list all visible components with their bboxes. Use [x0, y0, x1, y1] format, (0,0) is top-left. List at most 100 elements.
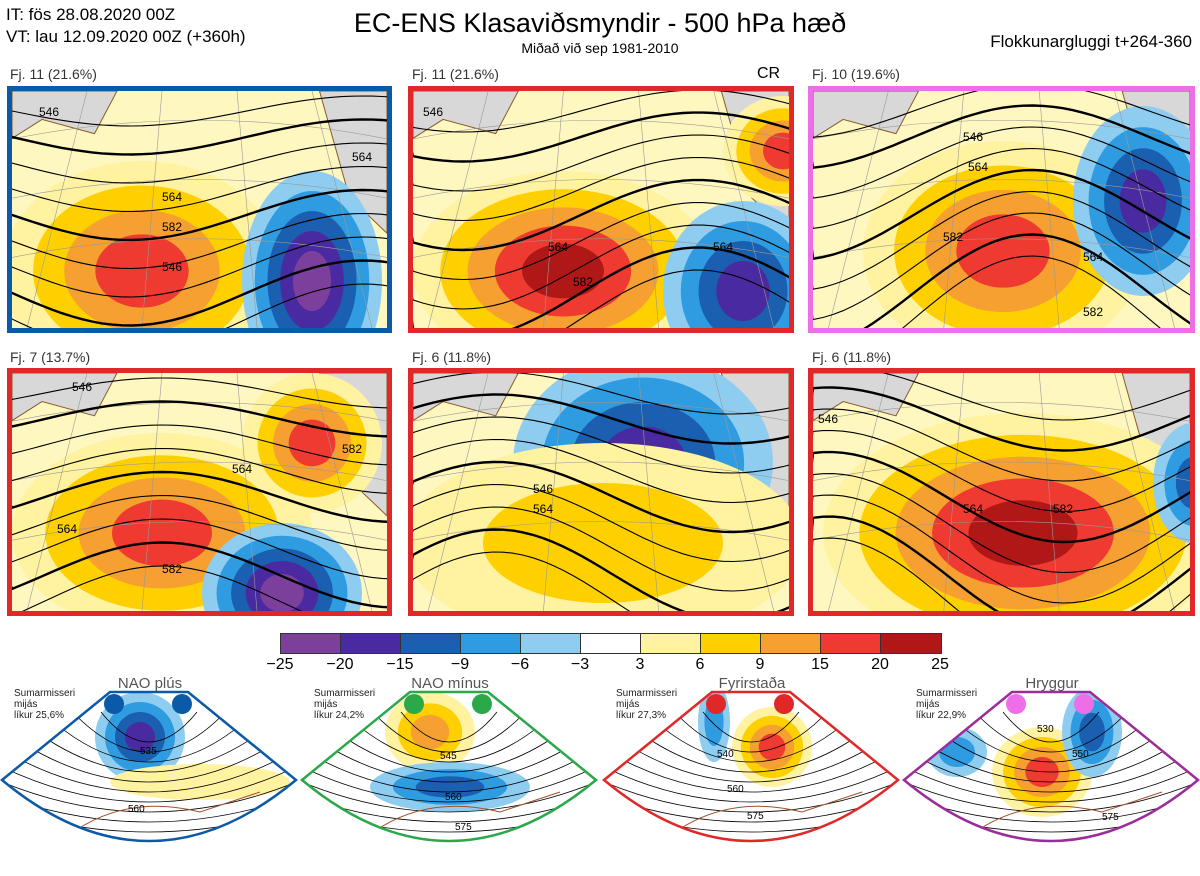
height-contour: [813, 515, 1190, 611]
cluster-map-3: 546 564 582 564 582: [808, 86, 1195, 333]
colorbar-swatch: [641, 634, 701, 653]
contour-label: 582: [342, 442, 362, 456]
height-contour: [604, 741, 898, 793]
height-contour: [12, 142, 387, 184]
contour-label: 575: [1102, 812, 1119, 823]
height-contour: [863, 233, 1190, 328]
height-contour: [413, 460, 789, 534]
contour-label: 540: [717, 749, 734, 760]
regime-map-3: 540 560 575 Fyrirstaða Sumarmisseri mijás líku…: [602, 672, 900, 871]
longitude-line: [236, 91, 258, 328]
regime-border: [300, 690, 598, 843]
height-contour: [2, 765, 296, 833]
regime-info-line: líkur 22,9%: [916, 710, 967, 721]
colorbar-tick-label: −9: [450, 656, 470, 673]
height-contour: [2, 741, 296, 793]
regime-info-line: líkur 24,2%: [314, 710, 365, 721]
cluster-map-2: 546 564 582 564: [408, 86, 794, 333]
height-contour: [813, 450, 1190, 544]
height-contour: [2, 747, 296, 803]
longitude-line: [543, 373, 564, 611]
colorbar-tick-label: −25: [266, 656, 294, 673]
contour-label: 564: [713, 240, 733, 254]
height-contour: [635, 729, 867, 773]
regime-marker-dot: [172, 694, 192, 714]
height-contour: [904, 753, 1198, 813]
height-contour: [413, 134, 789, 192]
regime-canvas: 540 560 575: [602, 690, 900, 843]
height-contour: [2, 759, 296, 823]
longitude-line: [311, 91, 373, 328]
cluster-map-5: 546 564: [408, 368, 794, 616]
negative-anomaly-area: [1119, 169, 1167, 233]
header-info: IT: fös 28.08.2020 00Z VT: lau 12.09.202…: [6, 4, 246, 48]
contour-label: 582: [573, 275, 593, 289]
height-contour: [1002, 711, 1100, 743]
height-contour: [12, 494, 387, 551]
regime-marker-dot: [404, 694, 424, 714]
colorbar-swatch: [461, 634, 521, 653]
height-contour: [12, 236, 387, 298]
regime-name: Hryggur: [1025, 675, 1079, 692]
positive-anomaly-area: [968, 500, 1078, 566]
regime-border: [0, 690, 298, 843]
contour-label: 564: [352, 150, 372, 164]
regime-map-1: 535 560 NAO plús Sumarmisseri mijás líkur 25,…: [0, 672, 298, 871]
height-contour: [813, 190, 1190, 290]
height-contour: [680, 717, 822, 753]
regime-info-line: Sumarmisseri: [14, 688, 76, 699]
contour-label: 564: [1083, 250, 1103, 264]
colorbar-swatch: [581, 634, 641, 653]
longitude-line: [141, 373, 163, 611]
height-contour: [904, 747, 1198, 803]
height-contour: [813, 126, 1190, 199]
contour-label: 582: [1083, 305, 1103, 319]
height-contour: [413, 157, 789, 222]
negative-anomaly-area: [260, 573, 304, 611]
height-contour: [913, 735, 1189, 783]
panel-1-label: Fj. 11 (21.6%): [10, 66, 97, 82]
regime-name: Fyrirstaða: [718, 675, 786, 692]
height-contour: [21, 565, 303, 611]
height-contour: [12, 212, 387, 270]
map-canvas: 546 564 582 564: [413, 91, 789, 328]
positive-anomaly-area: [288, 419, 336, 467]
colorbar-swatch: [761, 634, 821, 653]
height-contour: [400, 711, 498, 743]
regime-canvas: 530 550 575: [902, 690, 1200, 843]
colorbar-swatch: [821, 634, 881, 653]
contour-label: 564: [548, 240, 568, 254]
contour-label: 575: [747, 811, 764, 822]
latitude-line: [413, 402, 789, 422]
panel-2-label: Fj. 11 (21.6%): [412, 66, 499, 82]
contour-label: 564: [162, 190, 182, 204]
page-subtitle: Miðað við sep 1981-2010: [521, 40, 679, 56]
positive-anomaly-area: [956, 214, 1050, 288]
height-contour: [333, 729, 565, 773]
longitude-line: [427, 91, 489, 328]
contour-label: 560: [727, 784, 744, 795]
colorbar-tick-label: −20: [326, 656, 354, 673]
longitude-line: [1114, 373, 1175, 611]
regime-name: NAO mínus: [411, 675, 489, 692]
height-contour: [413, 438, 789, 504]
panel-2-tag: CR: [757, 65, 781, 82]
height-contour: [55, 723, 243, 763]
latitude-line: [413, 461, 789, 482]
latitude-line: [12, 461, 387, 482]
contour-label: 564: [232, 462, 252, 476]
contour-label: 530: [1037, 724, 1054, 735]
height-contour: [413, 202, 789, 281]
regime-info-line: mijás: [14, 699, 38, 710]
height-contour: [657, 723, 845, 763]
latitude-line: [12, 179, 387, 199]
contour-label: 582: [162, 562, 182, 576]
latitude-line: [413, 238, 789, 258]
height-contour: [413, 528, 789, 611]
height-contour: [813, 168, 1190, 261]
regime-info-line: mijás: [916, 699, 940, 710]
height-contour: [813, 386, 1190, 452]
height-contour: [413, 373, 789, 415]
longitude-line: [943, 373, 965, 611]
